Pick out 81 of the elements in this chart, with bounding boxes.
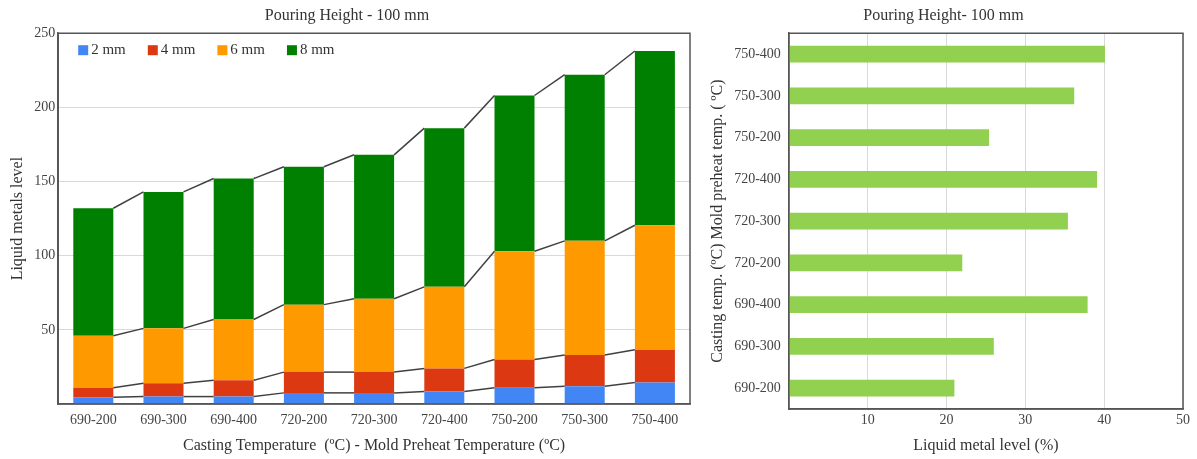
bar (788, 129, 990, 146)
bar (143, 191, 184, 329)
bar (788, 296, 1088, 313)
bar (283, 166, 324, 305)
bar (788, 87, 1075, 105)
y-tick-label: 50 (41, 321, 56, 337)
bar (213, 380, 254, 397)
bar (73, 397, 114, 404)
y-tick-label: 720-300 (734, 212, 781, 228)
bar (634, 225, 675, 350)
bar (788, 379, 955, 397)
y-tick-label: 750-200 (734, 129, 781, 145)
bar (494, 387, 535, 404)
bar (283, 304, 324, 373)
legend-label: 4 mm (160, 41, 196, 58)
x-tick-label: 10 (860, 412, 875, 428)
bar (634, 349, 675, 383)
legend-label: 8 mm (299, 41, 335, 58)
bar (494, 95, 535, 252)
y-tick-label: 100 (34, 247, 56, 263)
y-axis-title: Liquid metals level (7, 156, 26, 281)
x-tick-label: 40 (1097, 412, 1112, 428)
x-tick-label: 750-400 (631, 412, 679, 428)
y-tick-label: 150 (34, 173, 56, 189)
bar (354, 298, 395, 373)
y-tick-label: 690-300 (734, 338, 781, 354)
y-tick-label: 200 (34, 99, 56, 115)
bar (564, 240, 605, 356)
y-tick-label: 690-200 (734, 379, 781, 395)
y-tick-label: 750-400 (734, 45, 781, 61)
bar (354, 154, 395, 299)
x-tick-label: 50 (1176, 412, 1190, 428)
bar (494, 251, 535, 360)
bar (788, 170, 1098, 188)
x-axis-title: Casting Temperature (ºC) - Mold Preheat Temperature (ºC) (183, 435, 566, 454)
y-tick-label: 720-200 (734, 254, 781, 270)
legend-label: 6 mm (230, 41, 266, 58)
bar (73, 208, 114, 336)
x-tick-label: 720-400 (420, 412, 468, 428)
x-tick-label: 720-300 (350, 412, 398, 428)
bar (424, 128, 465, 287)
legend-label: 2 mm (91, 41, 127, 58)
bar (564, 386, 605, 404)
y-tick-label: 720-400 (734, 171, 781, 187)
bar (143, 328, 184, 384)
chart-title: Pouring Height- 100 mm (863, 5, 1025, 24)
bar (143, 383, 184, 397)
x-tick-label: 690-300 (140, 412, 187, 428)
bar (788, 254, 963, 272)
bar (788, 45, 1105, 63)
y-tick-label: 690-400 (734, 296, 781, 312)
bar (564, 355, 605, 387)
y-tick-label: 250 (34, 24, 56, 40)
bar (564, 74, 605, 241)
x-tick-label: 690-200 (69, 412, 117, 428)
bar (283, 372, 324, 393)
x-tick-label: 750-300 (561, 412, 609, 428)
bar (424, 391, 465, 404)
bar (73, 335, 114, 388)
y-tick-label: 750-300 (734, 87, 781, 103)
bar (73, 387, 114, 398)
bar (788, 338, 994, 355)
bar (634, 51, 675, 226)
bar (424, 368, 465, 392)
bar (213, 319, 254, 381)
bar (354, 392, 395, 404)
bar (494, 359, 535, 388)
bar (213, 178, 254, 320)
x-tick-label: 690-400 (210, 412, 258, 428)
x-tick-label: 720-200 (280, 412, 328, 428)
x-axis-title: Liquid metal level (%) (913, 435, 1059, 454)
bar (634, 382, 675, 404)
x-tick-label: 750-200 (491, 412, 538, 428)
x-tick-label: 20 (939, 412, 954, 428)
chart-title: Pouring Height - 100 mm (264, 5, 430, 24)
bar (788, 212, 1068, 230)
bar (354, 372, 395, 393)
bar (424, 286, 465, 369)
y-axis-title: Casting temp. (ºC) Mold preheat temp. ( ºC) (707, 79, 726, 363)
x-tick-label: 30 (1018, 412, 1033, 428)
bar (283, 392, 324, 404)
